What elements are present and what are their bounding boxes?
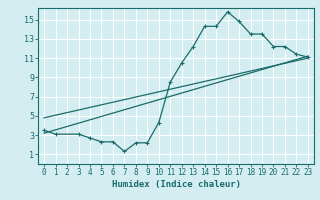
X-axis label: Humidex (Indice chaleur): Humidex (Indice chaleur) [111, 180, 241, 189]
